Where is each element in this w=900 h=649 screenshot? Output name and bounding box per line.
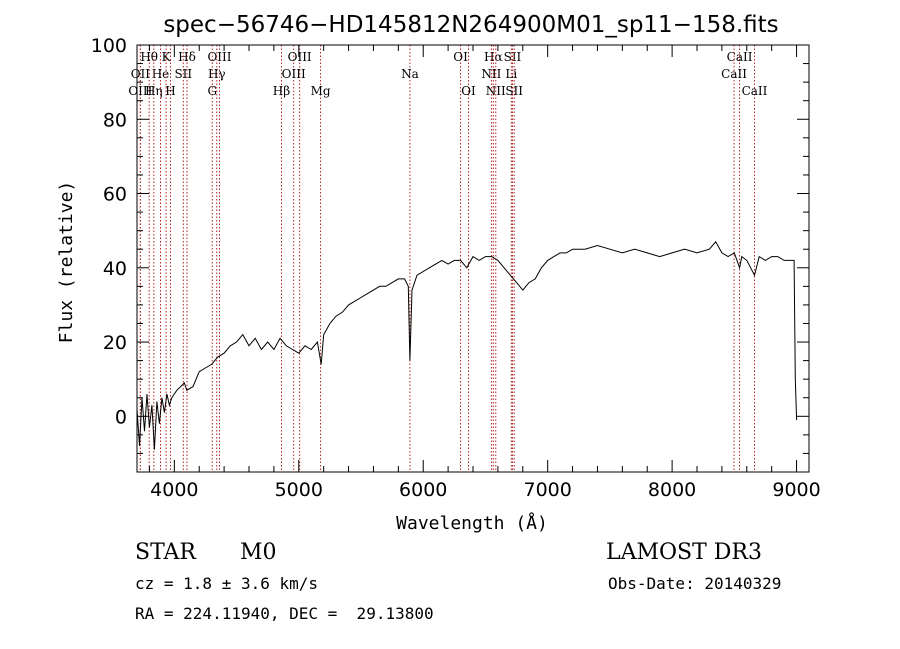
object-class: STAR [135, 540, 196, 565]
y-tick-label: 0 [115, 406, 127, 428]
spectral-line-label: OI [461, 84, 476, 98]
redshift-info: cz = 1.8 ± 3.6 km/s [135, 574, 319, 593]
spectral-line-label: Mg [311, 84, 331, 98]
spectral-line-label: CaII [742, 84, 768, 98]
spectral-line-label: CaII [727, 50, 753, 64]
x-tick-label: 5000 [275, 479, 323, 501]
flux-series-line [136, 240, 798, 450]
x-tick-label: 9000 [772, 479, 820, 501]
plot-frame [136, 44, 810, 473]
spectral-line-label: OI [453, 50, 468, 64]
survey-name: LAMOST DR3 [606, 540, 762, 565]
spectral-line-label: OIII [207, 50, 231, 64]
y-axis-label: Flux (relative) [56, 181, 77, 344]
x-tick-label: 6000 [399, 479, 447, 501]
obs-date: Obs-Date: 20140329 [608, 574, 782, 593]
spectral-line-label: CaII [721, 67, 747, 81]
spectral-line-label: Li [505, 67, 517, 81]
spectral-line-label: Hγ [208, 67, 226, 81]
y-tick-label: 20 [103, 332, 127, 354]
spectral-line-label: OIII [282, 67, 306, 81]
spectral-line-label: Hα [484, 50, 503, 64]
spectral-line-label: NII [486, 84, 506, 98]
spectral-line-label: NII [481, 67, 501, 81]
spectral-line-label: H [165, 84, 175, 98]
spectral-line-label: K [162, 50, 172, 64]
x-tick-label: 7000 [523, 479, 571, 501]
spectral-line-label: OIII [128, 84, 152, 98]
object-subclass: M0 [240, 540, 277, 565]
x-tick-label: 8000 [648, 479, 696, 501]
spectral-line-label: Hθ [140, 50, 158, 64]
spectral-line-label: He [152, 67, 170, 81]
y-tick-label: 60 [103, 184, 127, 206]
spectral-line-label: Na [401, 67, 419, 81]
spectral-line-label: SII [505, 84, 523, 98]
x-tick-label: 4000 [150, 479, 198, 501]
chart-title: spec−56746−HD145812N264900M01_sp11−158.f… [163, 12, 778, 38]
axes: 4000 5000 6000 7000 8000 9000 0 20 40 60 80 100 [91, 35, 821, 501]
spectral-line-label: OIII [288, 50, 312, 64]
coordinates: RA = 224.11940, DEC = 29.13800 [135, 604, 434, 623]
spectral-line-label: G [207, 84, 217, 98]
x-axis-label: Wavelength (Å) [396, 512, 548, 534]
y-tick-label: 100 [91, 35, 127, 57]
spectral-line-label: Hδ [178, 50, 196, 64]
y-tick-label: 80 [103, 109, 127, 131]
plot-area [136, 240, 798, 450]
y-tick-label: 40 [103, 258, 127, 280]
spectral-line-label: SII [174, 67, 192, 81]
spectral-line-label: Hβ [273, 84, 290, 98]
spectral-line-label: Hη [145, 84, 163, 98]
spectral-line-label: SII [504, 50, 522, 64]
